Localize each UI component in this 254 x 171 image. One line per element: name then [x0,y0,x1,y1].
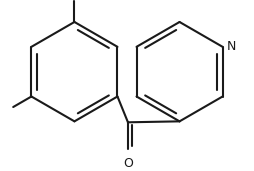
Text: N: N [226,40,236,53]
Text: O: O [123,157,133,170]
